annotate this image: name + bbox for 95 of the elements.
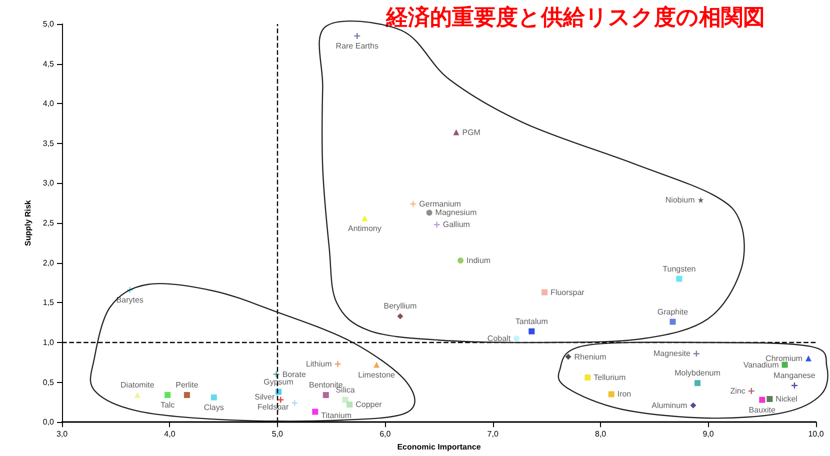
y-tick-label: 4,5 (42, 59, 55, 68)
series-label: Talc (160, 400, 175, 410)
series-label: Feldspar (258, 402, 289, 412)
point (426, 210, 432, 216)
point (584, 374, 591, 381)
point (565, 354, 572, 360)
series-label: Rhenium (574, 352, 607, 362)
series-label: Silver (254, 392, 275, 402)
x-tick-label: 3,0 (56, 430, 68, 439)
point (292, 400, 298, 406)
point (766, 396, 773, 402)
point (676, 276, 682, 282)
series-label: Lithium (306, 359, 332, 368)
series-label: Barytes (116, 295, 144, 304)
point (346, 402, 353, 408)
series-label: Niobium (665, 195, 696, 204)
series-label: Zinc (730, 386, 746, 396)
series-label: Indium (466, 256, 491, 265)
y-tick-label: 3,0 (42, 178, 55, 188)
point (278, 396, 284, 403)
point (273, 371, 280, 378)
series-label: Fluorspar (550, 288, 585, 297)
x-tick-label: 6,0 (380, 430, 392, 439)
point (134, 392, 140, 398)
series-label: Iron (617, 390, 632, 399)
y-tick-label: 5,0 (42, 20, 55, 28)
series-label: Chromium (766, 354, 803, 363)
series-label: Magnesium (435, 208, 477, 218)
point (782, 362, 788, 368)
point (334, 360, 341, 367)
series-label: Magnesite (654, 349, 691, 358)
series-label: Graphite (657, 307, 689, 316)
point (312, 408, 318, 415)
series-label: Nickel (776, 394, 798, 404)
series-label: Silica (336, 385, 356, 394)
series-label: Cobalt (487, 334, 512, 343)
series-label: Antimony (348, 224, 382, 233)
y-tick-label: 1,5 (42, 298, 55, 308)
series-label: Germanium (419, 199, 462, 208)
x-axis-title: Economic Importance (397, 442, 482, 452)
series-label: Tantalum (515, 316, 548, 326)
series-label: Copper (356, 400, 382, 410)
point (514, 336, 520, 342)
series-label: Perlite (176, 380, 199, 390)
y-tick-label: 2,0 (42, 258, 55, 268)
y-tick-label: 1,0 (42, 338, 55, 347)
point (694, 380, 701, 386)
series-label: Rare Earths (336, 41, 378, 50)
point (362, 215, 368, 222)
series-label: Molybdenum (674, 368, 721, 378)
point (322, 392, 329, 398)
series-label: Vanadium (743, 360, 780, 370)
y-axis-title: Supply Risk (23, 200, 32, 246)
point (453, 129, 460, 136)
point (698, 196, 704, 203)
point (608, 391, 614, 398)
chart-title: 経済的重要度と供給リスク度の相関図 (385, 4, 765, 30)
x-tick-label: 4,0 (164, 430, 176, 439)
point (164, 392, 171, 398)
point (397, 313, 404, 320)
series-label: Gallium (442, 220, 470, 230)
y-tick-label: 0,5 (42, 378, 55, 387)
x-tick-label: 7,0 (487, 430, 499, 439)
point (528, 328, 535, 334)
x-tick-label: 5,0 (272, 430, 284, 439)
point (210, 394, 217, 400)
point (759, 396, 766, 403)
point (184, 392, 190, 398)
series-label: Limestone (358, 370, 396, 380)
series-label: Diatomite (120, 380, 155, 390)
point (690, 402, 696, 408)
series-label: Beryllium (384, 302, 417, 311)
point (670, 318, 676, 325)
series-label: Bauxite (748, 405, 776, 414)
point (434, 222, 440, 228)
x-tick-label: 9,0 (702, 430, 714, 439)
point (342, 396, 348, 403)
y-tick-label: 2,5 (42, 218, 55, 228)
point (458, 257, 464, 264)
series-label: Titanium (321, 411, 352, 420)
x-tick-label: 10,0 (808, 430, 824, 439)
series-label: PGM (462, 128, 481, 137)
y-tick-label: 0,0 (42, 418, 55, 427)
y-tick-label: 4,0 (42, 99, 55, 108)
y-tick-label: 3,5 (42, 138, 55, 148)
series-label: Tungsten (662, 264, 696, 274)
point (542, 289, 548, 296)
point (374, 362, 380, 368)
series-label: Aluminum (652, 400, 688, 410)
point (805, 355, 812, 362)
series-label: Tellurium (594, 373, 626, 382)
series-label: Borate (282, 370, 306, 379)
series-label: Clays (204, 402, 224, 412)
series-label: Manganese (774, 370, 816, 380)
x-tick-label: 8,0 (595, 430, 607, 439)
